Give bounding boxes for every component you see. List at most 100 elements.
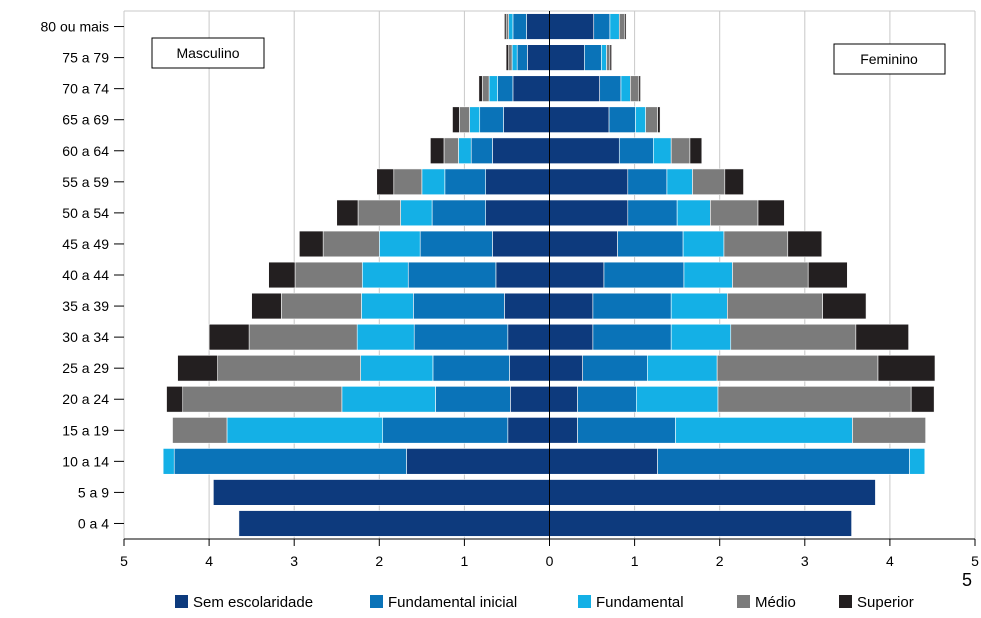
bar-masculino-70-a-74-1 — [497, 75, 514, 102]
bar-masculino-50-a-54-2 — [400, 199, 433, 227]
bar-feminino-65-a-69-0 — [549, 106, 610, 133]
category-label: 5 a 9 — [78, 484, 109, 500]
bar-feminino-50-a-54-0 — [549, 199, 629, 227]
bar-feminino-30-a-34-0 — [549, 323, 594, 351]
bar-masculino-45-a-49-2 — [378, 230, 421, 258]
bar-masculino-25-a-29-4 — [177, 354, 218, 382]
bar-feminino-45-a-49-1 — [617, 230, 684, 258]
x-tick-label: 0 — [546, 553, 554, 569]
bar-feminino-20-a-24-0 — [549, 386, 578, 413]
category-label: 35 a 39 — [62, 298, 109, 314]
bar-feminino-10-a-14-1 — [657, 448, 910, 475]
bar-masculino-55-a-59-1 — [444, 168, 486, 196]
bar-masculino-20-a-24-0 — [510, 386, 550, 413]
bar-feminino-5-a-9-0 — [549, 479, 876, 506]
bar-feminino-60-a-64-4 — [689, 137, 703, 164]
bar-masculino-70-a-74-4 — [478, 75, 483, 102]
bar-masculino-70-a-74-2 — [488, 75, 498, 102]
bar-masculino-10-a-14-1 — [173, 448, 407, 475]
bar-feminino-80-ou-mais-4 — [624, 13, 627, 40]
bar-feminino-35-a-39-4 — [822, 292, 867, 320]
bar-feminino-65-a-69-3 — [645, 106, 658, 133]
bar-masculino-65-a-69-2 — [469, 106, 481, 133]
bar-feminino-75-a-79-3 — [606, 44, 611, 71]
bar-masculino-40-a-44-1 — [407, 261, 497, 289]
bar-feminino-35-a-39-3 — [727, 292, 823, 320]
bar-masculino-40-a-44-0 — [495, 261, 550, 289]
masculino-label-box: Masculino — [151, 37, 265, 69]
x-tick-label: 3 — [290, 553, 298, 569]
bar-masculino-45-a-49-1 — [419, 230, 493, 258]
bar-masculino-80-ou-mais-2 — [508, 13, 514, 40]
bar-feminino-70-a-74-3 — [630, 75, 640, 102]
x-tick-label: 2 — [375, 553, 383, 569]
bar-feminino-75-a-79-1 — [584, 44, 602, 71]
bar-masculino-70-a-74-3 — [481, 75, 490, 102]
bar-feminino-20-a-24-1 — [577, 386, 637, 413]
bar-feminino-55-a-59-3 — [692, 168, 726, 196]
bar-masculino-75-a-79-4 — [505, 44, 509, 71]
bars — [162, 13, 936, 537]
bar-feminino-45-a-49-2 — [682, 230, 725, 258]
bar-masculino-45-a-49-4 — [299, 230, 324, 258]
category-label: 80 ou mais — [41, 19, 109, 35]
bar-feminino-10-a-14-2 — [909, 448, 926, 475]
bar-masculino-45-a-49-3 — [322, 230, 380, 258]
bar-masculino-80-ou-mais-3 — [505, 13, 509, 40]
bar-masculino-70-a-74-0 — [512, 75, 550, 102]
bar-feminino-15-a-19-0 — [549, 417, 578, 444]
bar-masculino-40-a-44-2 — [361, 261, 409, 289]
bar-masculino-55-a-59-4 — [376, 168, 395, 196]
legend-label: Médio — [755, 594, 796, 611]
bar-feminino-55-a-59-2 — [666, 168, 693, 196]
bar-masculino-75-a-79-0 — [527, 44, 550, 71]
bar-feminino-40-a-44-1 — [603, 261, 685, 289]
bar-feminino-40-a-44-4 — [807, 261, 848, 289]
x-tick-label: 3 — [801, 553, 809, 569]
bar-masculino-80-ou-mais-4 — [504, 13, 507, 40]
bar-masculino-60-a-64-4 — [430, 137, 445, 164]
axes: 5 4 3 2 1 0 1 2 3 4 5 — [120, 11, 979, 569]
bar-masculino-60-a-64-0 — [492, 137, 550, 164]
bar-masculino-25-a-29-2 — [360, 354, 434, 382]
bar-feminino-40-a-44-3 — [732, 261, 809, 289]
x-tick-label: 4 — [886, 553, 894, 569]
bar-masculino-65-a-69-0 — [503, 106, 550, 133]
bar-masculino-50-a-54-4 — [336, 199, 359, 227]
bar-masculino-75-a-79-2 — [511, 44, 518, 71]
bar-feminino-10-a-14-0 — [549, 448, 658, 475]
bar-feminino-25-a-29-4 — [877, 354, 936, 382]
bar-feminino-60-a-64-2 — [653, 137, 672, 164]
bar-masculino-10-a-14-2 — [162, 448, 175, 475]
x-tick-label: 1 — [461, 553, 469, 569]
legend-swatch — [737, 595, 750, 608]
bar-feminino-80-ou-mais-2 — [609, 13, 620, 40]
bar-feminino-75-a-79-4 — [609, 44, 612, 71]
bar-feminino-25-a-29-3 — [716, 354, 879, 382]
bar-masculino-55-a-59-3 — [393, 168, 423, 196]
bar-feminino-50-a-54-2 — [676, 199, 711, 227]
legend: Sem escolaridade Fundamental inicial Funda… — [175, 594, 914, 611]
bar-masculino-30-a-34-1 — [413, 323, 509, 351]
x-tick-label: 1 — [631, 553, 639, 569]
bar-feminino-65-a-69-1 — [608, 106, 636, 133]
bar-masculino-30-a-34-0 — [507, 323, 550, 351]
bar-masculino-50-a-54-3 — [357, 199, 401, 227]
bar-masculino-35-a-39-2 — [361, 292, 414, 320]
feminino-label-box: Feminino — [833, 43, 946, 75]
category-labels: 0 a 4 5 a 9 10 a 14 15 a 19 20 a 24 25 a 29 30… — [41, 19, 124, 531]
bar-masculino-45-a-49-0 — [492, 230, 550, 258]
bar-masculino-65-a-69-1 — [479, 106, 504, 133]
category-label: 60 a 64 — [62, 143, 109, 159]
bar-feminino-50-a-54-1 — [627, 199, 678, 227]
bar-masculino-65-a-69-4 — [452, 106, 460, 133]
bar-feminino-70-a-74-4 — [638, 75, 641, 102]
bar-masculino-50-a-54-0 — [485, 199, 550, 227]
bar-feminino-55-a-59-4 — [724, 168, 744, 196]
bar-feminino-80-ou-mais-0 — [549, 13, 595, 40]
category-label: 40 a 44 — [62, 267, 109, 283]
bar-masculino-60-a-64-1 — [470, 137, 493, 164]
bar-masculino-75-a-79-3 — [508, 44, 513, 71]
bar-feminino-75-a-79-2 — [601, 44, 607, 71]
